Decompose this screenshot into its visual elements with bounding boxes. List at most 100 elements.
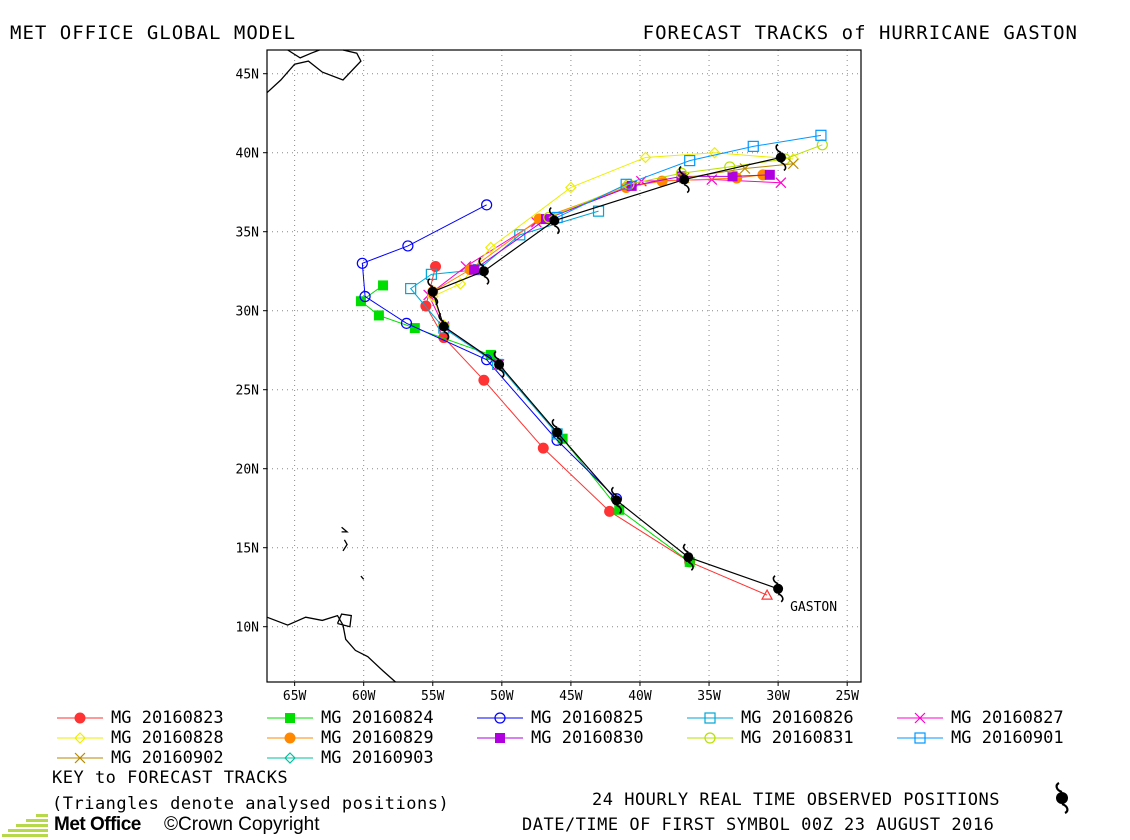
track-point: [639, 151, 652, 164]
legend-label: MG 20160830: [531, 728, 644, 748]
observed-position-marker: [611, 486, 622, 514]
hurricane-dot: [775, 152, 786, 163]
observed-position-marker: [775, 143, 787, 172]
forecast-tracks: [355, 129, 828, 600]
met-office-wave-icon: [2, 814, 48, 837]
hurricane-arm: [678, 165, 685, 176]
observed-position-marker: [493, 350, 505, 379]
lon-tick-label: 25W: [835, 689, 859, 704]
coastline: [287, 49, 320, 59]
hurricane-dot: [611, 495, 622, 506]
track-point: [541, 214, 552, 225]
copyright-text: ©Crown Copyright: [164, 814, 320, 835]
triangles-note: (Triangles denote analysed positions): [52, 794, 450, 814]
track-point: [604, 505, 616, 517]
track-point: [430, 260, 442, 272]
observed-position-marker: [438, 312, 450, 341]
forecast-track-map: 45N 40N 35N 30N 25N 20N 15N 10N 65W 60W 55W 50W 45W 4…: [236, 49, 862, 704]
track-point: [378, 280, 389, 291]
observed-position-marker: [678, 165, 690, 194]
track-point: [787, 158, 799, 170]
lon-tick-label: 55W: [421, 689, 445, 704]
coastline: [342, 539, 348, 552]
hurricane-dot: [773, 583, 784, 594]
hurricane-arm: [498, 368, 505, 379]
lat-tick-label: 25N: [236, 384, 259, 399]
track-line: [473, 174, 770, 271]
coastline: [341, 526, 349, 533]
legend-marker: [914, 712, 926, 724]
legend-swatch: [267, 732, 313, 744]
coastline: [360, 575, 365, 580]
hurricane-arm: [777, 593, 784, 603]
observed-track-line: [432, 156, 782, 590]
lon-tick-label: 65W: [283, 689, 307, 704]
observed-position-marker: [682, 543, 694, 571]
track-point: [409, 323, 420, 334]
track-point: [402, 240, 414, 252]
track-point: [425, 268, 437, 280]
track-point: [359, 290, 371, 303]
chart-title: FORECAST TRACKS of HURRICANE GASTON: [642, 22, 1078, 44]
legend-marker: [704, 712, 716, 724]
lon-tick-label: 40W: [628, 689, 652, 704]
hurricane-dot: [494, 359, 505, 370]
legend-label: MG 20160901: [951, 728, 1064, 748]
met-office-logo: Met Office ©Crown Copyright: [2, 812, 372, 840]
legend-marker: [74, 732, 86, 744]
hurricane-arm: [775, 143, 782, 154]
hurricane-arm: [548, 206, 555, 217]
legend-marker: [914, 732, 926, 744]
observed-note: 24 HOURLY REAL TIME OBSERVED POSITIONS: [592, 790, 1000, 810]
legend-label: MG 20160825: [531, 708, 644, 728]
track-point: [484, 241, 497, 254]
first-symbol-note: DATE/TIME OF FIRST SYMBOL 00Z 23 AUGUST …: [522, 815, 995, 835]
track-point: [400, 317, 413, 329]
storm-label: GASTON: [790, 600, 837, 615]
track-point: [537, 442, 549, 454]
legend-swatch: [57, 712, 103, 724]
hurricane-arm: [551, 418, 558, 429]
legend-label: MG 20160823: [111, 708, 224, 728]
legend-swatch: [267, 752, 313, 764]
track-point: [620, 178, 632, 190]
hurricane-arm: [443, 330, 450, 341]
legend-key-title: KEY to FORECAST TRACKS: [52, 768, 289, 788]
legend-swatch: [57, 732, 103, 744]
track-point: [724, 161, 736, 173]
lat-tick-label: 30N: [236, 305, 259, 320]
track-point: [356, 257, 368, 269]
track-point: [727, 171, 738, 182]
hurricane-dot: [438, 321, 449, 332]
hurricane-arm: [682, 543, 689, 553]
hurricane-arm: [611, 486, 617, 497]
track-point: [764, 169, 775, 180]
track-point: [481, 199, 493, 211]
legend-label: MG 20160903: [321, 748, 434, 768]
legend-marker: [494, 712, 506, 724]
legend-swatch: [897, 732, 943, 744]
legend-swatch: [57, 752, 103, 764]
axis-labels: 45N 40N 35N 30N 25N 20N 15N 10N 65W 60W 55W 50W 45W 4…: [236, 68, 860, 704]
track-point: [747, 140, 759, 152]
track-point: [478, 374, 490, 386]
track-point: [355, 296, 366, 307]
analysed-position-marker: [761, 588, 774, 600]
hurricane-dot: [549, 215, 560, 226]
legend-swatch: [687, 732, 733, 744]
track-point: [373, 310, 384, 321]
track-point: [405, 282, 417, 295]
lon-tick-label: 60W: [352, 689, 376, 704]
met-office-wordmark: Met Office: [54, 814, 141, 835]
track-point: [614, 504, 625, 515]
legend-swatch: [267, 713, 313, 723]
lon-tick-label: 45W: [559, 689, 583, 704]
hurricane-arm: [687, 561, 694, 571]
coastlines: [266, 49, 396, 683]
hurricane-dot: [427, 286, 438, 297]
hurricane-dot: [552, 427, 563, 438]
hurricane-arm: [493, 350, 500, 361]
legend-marker: [285, 713, 295, 723]
model-title: MET OFFICE GLOBAL MODEL: [10, 22, 297, 44]
hurricane-arm: [780, 161, 787, 172]
